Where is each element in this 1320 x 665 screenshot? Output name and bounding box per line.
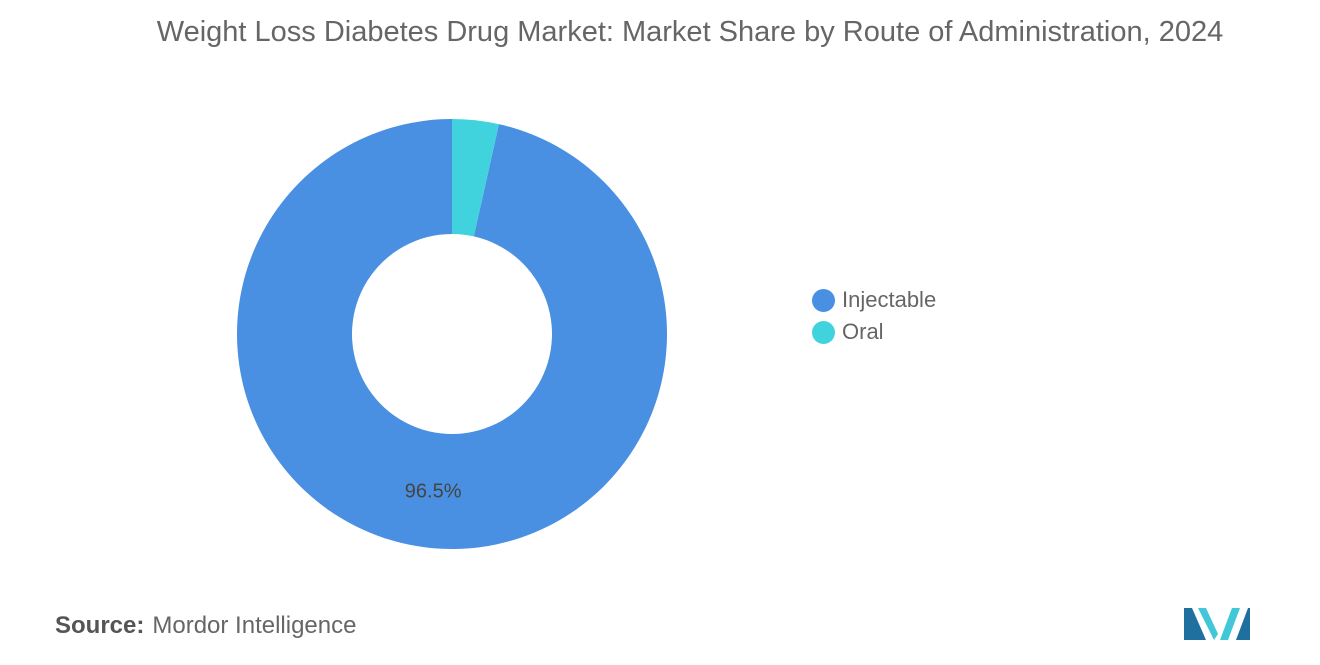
legend-item-oral[interactable]: Oral: [812, 316, 936, 348]
legend-swatch-injectable: [812, 288, 835, 312]
donut-labels: 96.5%: [405, 480, 462, 502]
legend-label-injectable: Injectable: [842, 287, 937, 312]
donut-slice-oral[interactable]: [452, 119, 499, 237]
data-label-injectable: 96.5%: [405, 480, 462, 502]
legend-swatch-oral: [812, 320, 835, 344]
legend-label-oral: Oral: [842, 319, 884, 344]
donut-slice-injectable[interactable]: [236, 119, 668, 550]
source-note: Source: Mordor Intelligence: [55, 612, 356, 640]
source-value: Mordor Intelligence: [152, 612, 357, 639]
donut-slices: [236, 119, 668, 550]
legend-item-injectable[interactable]: Injectable: [812, 284, 936, 316]
logo-shape-mid-right: [1220, 608, 1240, 640]
chart-title: Weight Loss Diabetes Drug Market: Market…: [156, 16, 1224, 48]
logo-shape-right: [1236, 608, 1250, 640]
source-key: Source:: [55, 612, 145, 639]
mordor-intelligence-logo: [1184, 608, 1250, 640]
logo-shape-mid-left: [1198, 608, 1218, 640]
chart-legend: Injectable Oral: [812, 284, 936, 348]
logo-shape-left: [1184, 608, 1206, 640]
